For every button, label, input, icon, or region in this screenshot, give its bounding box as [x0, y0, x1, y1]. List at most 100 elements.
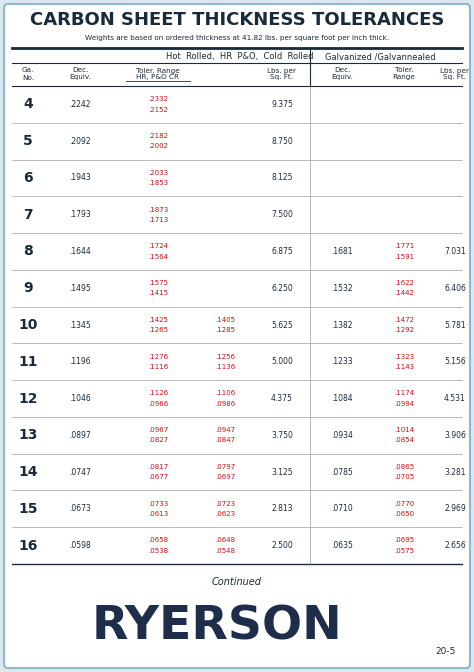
Text: .0847: .0847: [215, 437, 235, 444]
Text: 7.031: 7.031: [444, 247, 466, 256]
Text: 2.500: 2.500: [271, 541, 293, 550]
Text: .1472: .1472: [394, 317, 414, 323]
Text: .0648: .0648: [215, 538, 235, 544]
Text: Toler. Range
HR, P&O CR: Toler. Range HR, P&O CR: [136, 67, 180, 81]
Text: .0854: .0854: [394, 437, 414, 444]
Text: .0710: .0710: [331, 505, 353, 513]
Text: Weights are based on ordered thickness at 41.82 lbs. per square foot per inch th: Weights are based on ordered thickness a…: [85, 35, 389, 41]
Text: .1136: .1136: [215, 364, 235, 370]
Text: Ga.
No.: Ga. No.: [22, 67, 34, 81]
Text: Hot  Rolled,  HR  P&O,  Cold  Rolled: Hot Rolled, HR P&O, Cold Rolled: [166, 52, 314, 62]
Text: 9.375: 9.375: [271, 100, 293, 109]
Text: 20-5: 20-5: [436, 648, 456, 657]
Text: 15: 15: [18, 502, 38, 516]
Text: 16: 16: [18, 539, 38, 552]
Text: .0538: .0538: [148, 548, 168, 554]
Text: 6: 6: [23, 171, 33, 185]
Text: .1323: .1323: [394, 353, 414, 360]
Text: .0575: .0575: [394, 548, 414, 554]
Text: .2182: .2182: [148, 133, 168, 139]
Text: 6.406: 6.406: [444, 284, 466, 293]
Text: .0635: .0635: [331, 541, 353, 550]
Text: .0770: .0770: [394, 501, 414, 507]
Text: .0548: .0548: [215, 548, 235, 554]
Text: .1442: .1442: [394, 290, 414, 296]
Text: Continued: Continued: [212, 577, 262, 587]
Text: .0673: .0673: [69, 505, 91, 513]
Text: 4.375: 4.375: [271, 394, 293, 403]
Text: Dec.
Equiv.: Dec. Equiv.: [69, 67, 91, 81]
Text: Lbs. per
Sq. Ft.: Lbs. per Sq. Ft.: [267, 67, 297, 81]
Text: .1106: .1106: [215, 390, 235, 396]
Text: Lbs. per
Sq. Ft.: Lbs. per Sq. Ft.: [440, 67, 470, 81]
Text: 14: 14: [18, 465, 38, 479]
Text: 2.969: 2.969: [444, 505, 466, 513]
Text: .0697: .0697: [215, 474, 235, 480]
Text: .1265: .1265: [148, 327, 168, 333]
Text: .1292: .1292: [394, 327, 414, 333]
Text: .1405: .1405: [215, 317, 235, 323]
Text: .1276: .1276: [148, 353, 168, 360]
Text: 4.531: 4.531: [444, 394, 466, 403]
Text: .0897: .0897: [69, 431, 91, 439]
Text: .1873: .1873: [148, 206, 168, 212]
Text: .0785: .0785: [331, 468, 353, 476]
Text: .1724: .1724: [148, 243, 168, 249]
Text: .1382: .1382: [331, 321, 353, 329]
Text: .1196: .1196: [69, 358, 91, 366]
Text: .0817: .0817: [148, 464, 168, 470]
Text: .1425: .1425: [148, 317, 168, 323]
Text: .0623: .0623: [215, 511, 235, 517]
Text: 5.000: 5.000: [271, 358, 293, 366]
Text: 5.625: 5.625: [271, 321, 293, 329]
Text: .0677: .0677: [148, 474, 168, 480]
Text: 13: 13: [18, 428, 38, 442]
Text: 7: 7: [23, 208, 33, 222]
Text: .0966: .0966: [148, 401, 168, 407]
Text: .0934: .0934: [331, 431, 353, 439]
Text: .2092: .2092: [69, 136, 91, 146]
Text: 3.750: 3.750: [271, 431, 293, 439]
Text: .1143: .1143: [394, 364, 414, 370]
Text: .1793: .1793: [69, 210, 91, 219]
Text: 11: 11: [18, 355, 38, 369]
FancyBboxPatch shape: [4, 4, 470, 668]
Text: .2033: .2033: [148, 170, 168, 176]
Text: 7.500: 7.500: [271, 210, 293, 219]
Text: 3.906: 3.906: [444, 431, 466, 439]
Text: 6.875: 6.875: [271, 247, 293, 256]
Text: .0827: .0827: [148, 437, 168, 444]
Text: .0658: .0658: [148, 538, 168, 544]
Text: .1014: .1014: [394, 427, 414, 433]
Text: .0986: .0986: [215, 401, 235, 407]
Text: 2.813: 2.813: [271, 505, 293, 513]
Text: .0967: .0967: [148, 427, 168, 433]
Text: .2332: .2332: [148, 96, 168, 102]
Text: .0695: .0695: [394, 538, 414, 544]
Text: .1116: .1116: [148, 364, 168, 370]
Text: 5: 5: [23, 134, 33, 148]
Text: .0723: .0723: [215, 501, 235, 507]
Text: .1943: .1943: [69, 173, 91, 182]
Text: 4: 4: [23, 97, 33, 112]
Text: .0733: .0733: [148, 501, 168, 507]
Text: .1084: .1084: [331, 394, 353, 403]
Text: .0705: .0705: [394, 474, 414, 480]
Text: .1644: .1644: [69, 247, 91, 256]
Text: .2002: .2002: [148, 143, 168, 149]
Text: 8.125: 8.125: [271, 173, 293, 182]
Text: .0598: .0598: [69, 541, 91, 550]
Text: .0865: .0865: [394, 464, 414, 470]
Text: 5.156: 5.156: [444, 358, 466, 366]
Text: .1415: .1415: [148, 290, 168, 296]
Text: .1713: .1713: [148, 217, 168, 223]
Text: .0650: .0650: [394, 511, 414, 517]
Text: .2242: .2242: [69, 100, 91, 109]
Text: 2.656: 2.656: [444, 541, 466, 550]
Text: .1532: .1532: [331, 284, 353, 293]
Text: .0994: .0994: [394, 401, 414, 407]
Text: .1575: .1575: [148, 280, 168, 286]
Text: Dec.
Equiv.: Dec. Equiv.: [331, 67, 353, 81]
Text: 10: 10: [18, 318, 38, 332]
Text: .0797: .0797: [215, 464, 235, 470]
